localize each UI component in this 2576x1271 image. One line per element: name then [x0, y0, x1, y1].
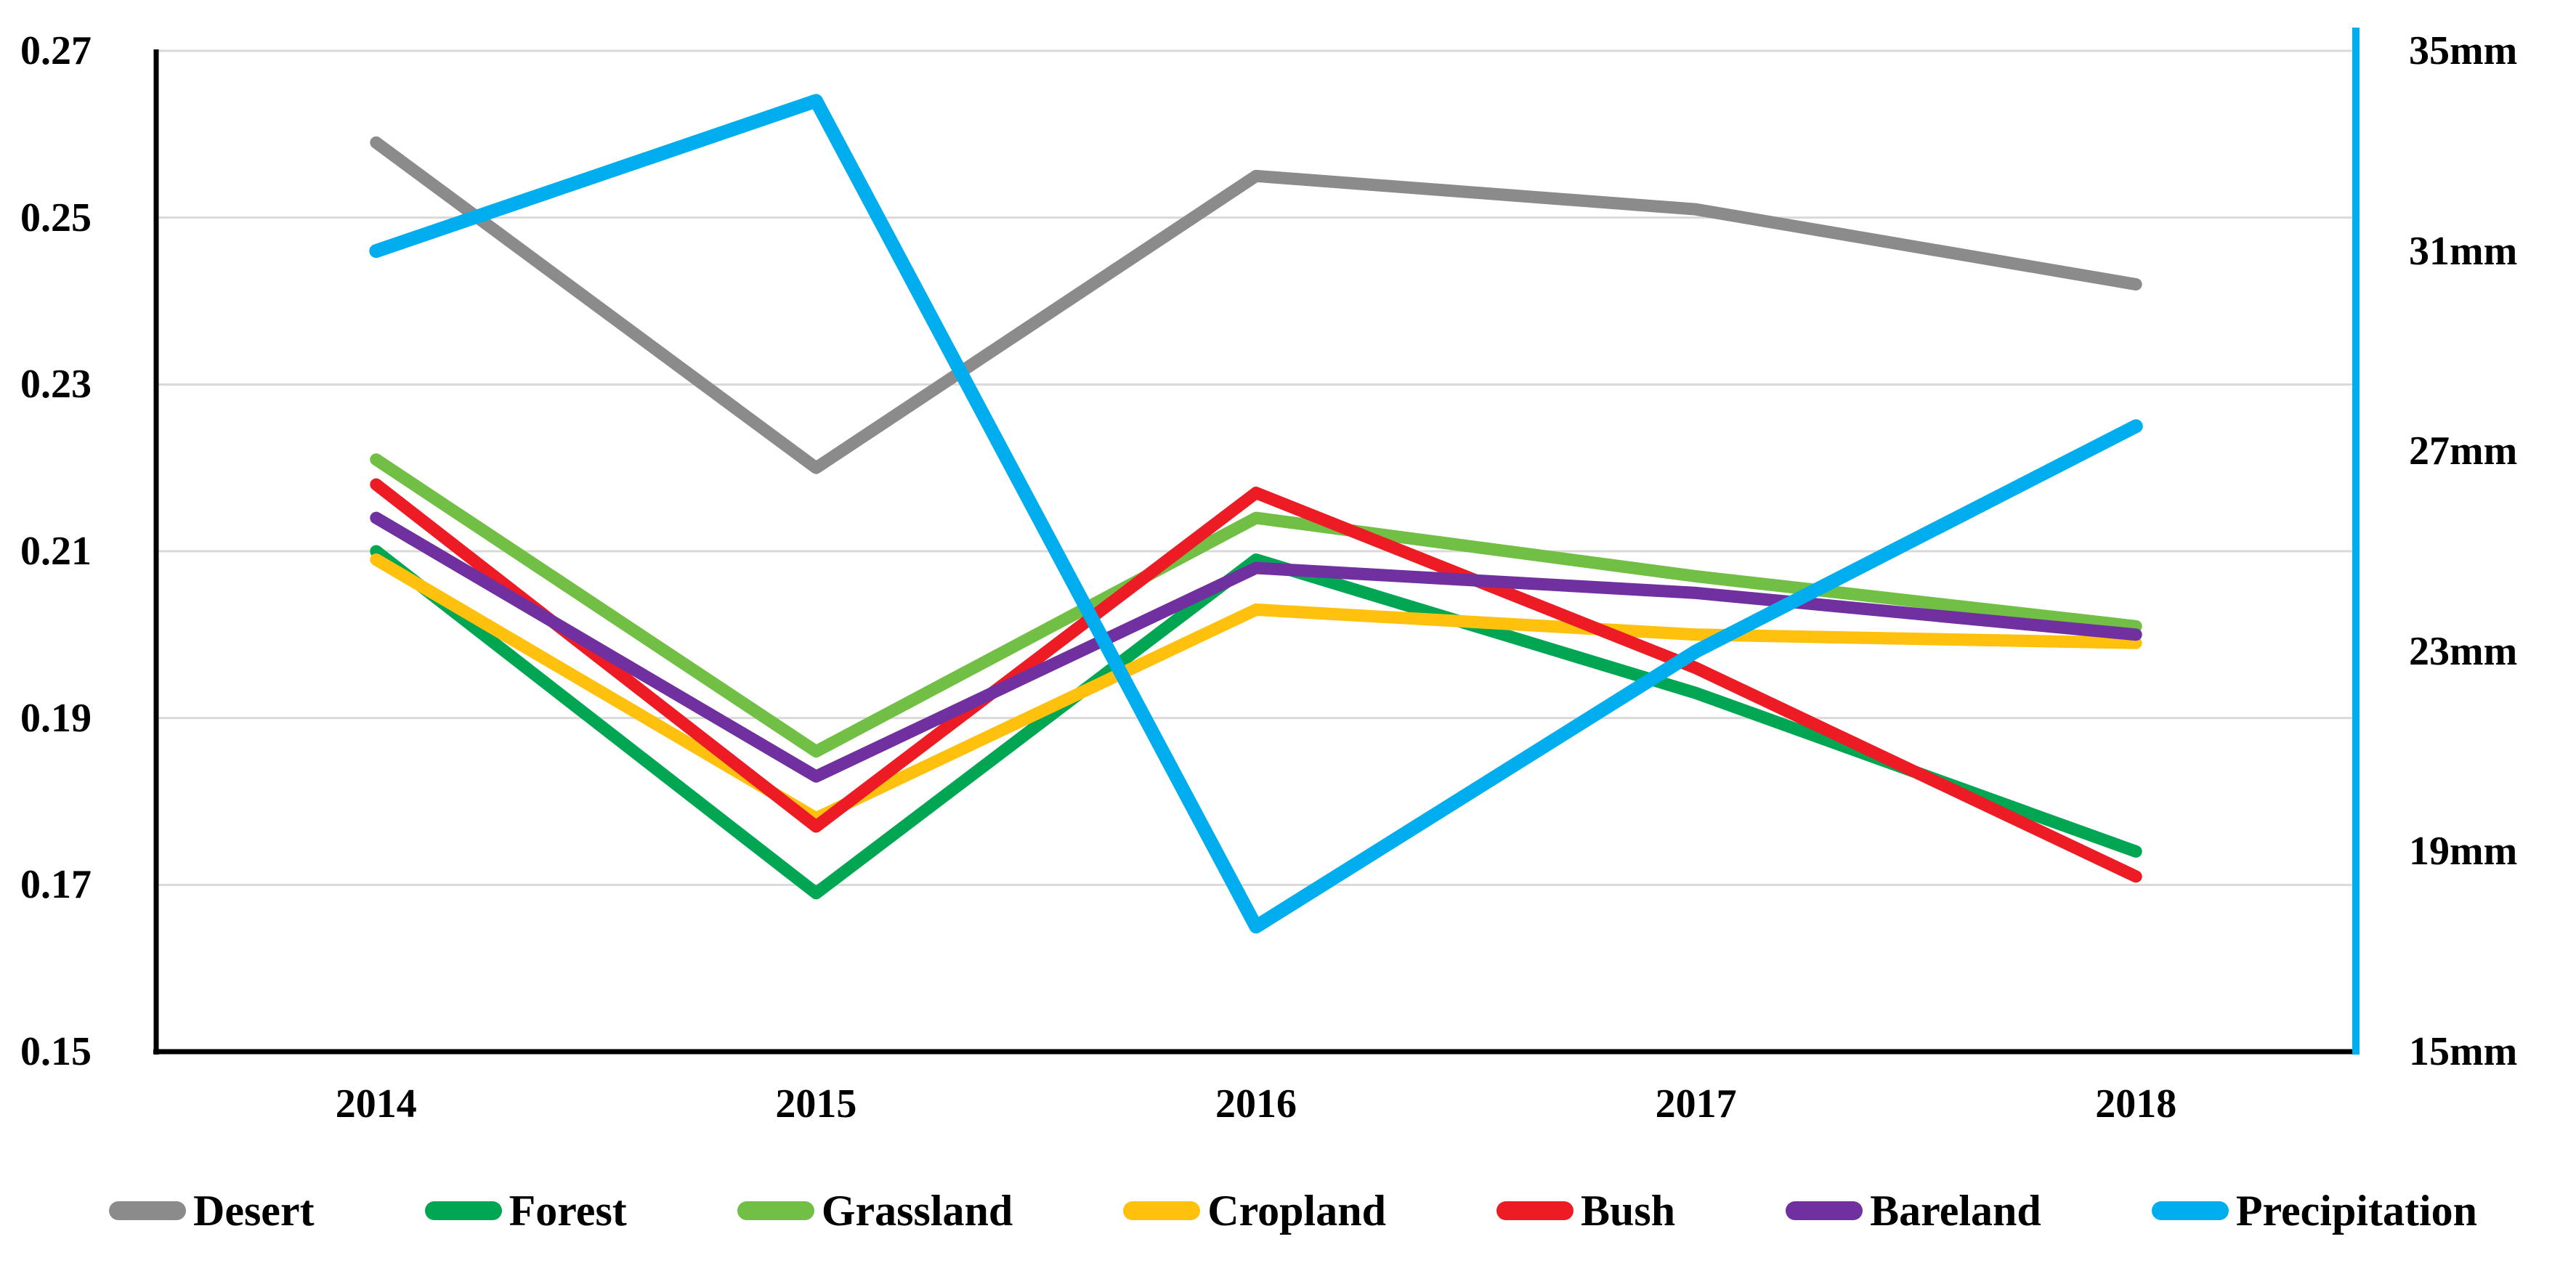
legend-swatch-icon — [109, 1201, 186, 1220]
y-right-tick-label: 31mm — [2409, 228, 2518, 274]
x-axis-tick-label: 2015 — [775, 1081, 857, 1126]
series-line-grassland — [370, 453, 2142, 758]
x-axis-tick-label: 2014 — [335, 1081, 417, 1126]
legend-item-forest: Forest — [424, 1186, 627, 1236]
y-left-tick-label: 0.27 — [20, 28, 92, 73]
legend-label: Precipitation — [2235, 1186, 2477, 1235]
series-line-forest — [370, 545, 2142, 900]
legend-item-desert: Desert — [109, 1186, 315, 1236]
legend-label: Forest — [509, 1186, 627, 1235]
legend-swatch-icon — [737, 1201, 814, 1220]
y-left-tick-label: 0.21 — [20, 529, 92, 574]
x-axis-tick-label: 2018 — [2095, 1081, 2177, 1126]
legend-item-bush: Bush — [1496, 1186, 1675, 1236]
y-right-tick-label: 23mm — [2409, 628, 2518, 674]
legend-label: Cropland — [1207, 1186, 1386, 1235]
series-line-bush — [370, 478, 2142, 883]
legend-label: Bush — [1581, 1186, 1676, 1235]
legend-label: Grassland — [821, 1186, 1013, 1235]
series-line-precipitation — [369, 94, 2143, 934]
legend-label: Bareland — [1870, 1186, 2041, 1235]
x-axis-tick-label: 2017 — [1655, 1081, 1737, 1126]
legend-item-grassland: Grassland — [737, 1186, 1013, 1236]
series-line-cropland — [370, 553, 2142, 824]
y-right-tick-label: 15mm — [2409, 1029, 2518, 1074]
legend-swatch-icon — [2151, 1201, 2229, 1220]
y-left-tick-label: 0.17 — [20, 862, 92, 908]
legend-swatch-icon — [424, 1201, 502, 1220]
chart-legend: Desert Forest Grassland Cropland Bush Barelan… — [109, 1171, 2477, 1251]
legend-swatch-icon — [1496, 1201, 1573, 1220]
series-line-bareland — [370, 511, 2142, 783]
legend-item-precipitation: Precipitation — [2151, 1186, 2477, 1236]
legend-swatch-icon — [1123, 1201, 1201, 1220]
y-right-tick-label: 27mm — [2409, 429, 2518, 474]
x-axis-tick-label: 2016 — [1215, 1081, 1297, 1126]
series-line-desert — [370, 136, 2142, 474]
legend-label: Desert — [193, 1186, 315, 1235]
y-right-tick-label: 35mm — [2409, 28, 2518, 73]
y-left-tick-label: 0.25 — [20, 195, 92, 240]
legend-swatch-icon — [1786, 1201, 1863, 1220]
legend-item-cropland: Cropland — [1123, 1186, 1386, 1236]
y-left-tick-label: 0.15 — [20, 1029, 92, 1074]
legend-item-bareland: Bareland — [1786, 1186, 2041, 1236]
y-left-tick-label: 0.23 — [20, 362, 92, 407]
y-right-tick-label: 19mm — [2409, 829, 2518, 874]
y-left-tick-label: 0.19 — [20, 695, 92, 741]
